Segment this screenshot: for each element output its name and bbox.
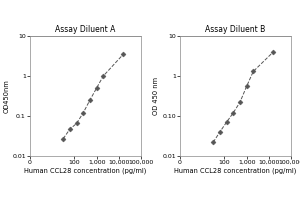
Y-axis label: OD450nm: OD450nm (3, 79, 9, 113)
X-axis label: Human CCL28 concentration (pg/ml): Human CCL28 concentration (pg/ml) (24, 168, 147, 174)
Title: Assay Diluent B: Assay Diluent B (206, 25, 266, 34)
Y-axis label: OD 450 nm: OD 450 nm (153, 77, 159, 115)
X-axis label: Human CCL28 concentration (pg/ml): Human CCL28 concentration (pg/ml) (174, 168, 297, 174)
Title: Assay Diluent A: Assay Diluent A (55, 25, 116, 34)
